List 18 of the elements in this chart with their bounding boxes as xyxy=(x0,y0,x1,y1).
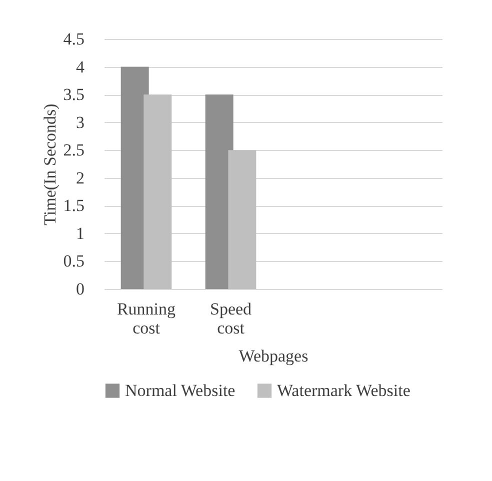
y-tick-label: 2 xyxy=(76,168,84,188)
legend-label: Normal Website xyxy=(125,380,236,400)
x-tick-label: Running cost xyxy=(116,300,176,338)
y-tick-label: 4 xyxy=(76,57,85,76)
x-axis-title: Webpages xyxy=(238,346,308,366)
y-tick-label: 4.5 xyxy=(63,30,84,48)
y-tick-label: 2.5 xyxy=(63,140,84,160)
y-tick-label: 1.5 xyxy=(63,196,84,216)
bar xyxy=(144,94,172,289)
y-tick-label: 1 xyxy=(76,224,84,243)
y-tick-label: 3 xyxy=(76,112,84,132)
y-axis-title: Time(In Seconds) xyxy=(40,104,60,226)
bar xyxy=(228,150,256,289)
legend-label: Watermark Website xyxy=(277,380,410,400)
y-tick-label: 3.5 xyxy=(63,85,84,104)
y-tick-label: 0 xyxy=(76,280,84,298)
x-tick-label: Speed cost xyxy=(210,300,252,338)
y-tick-label: 0.5 xyxy=(63,252,84,271)
